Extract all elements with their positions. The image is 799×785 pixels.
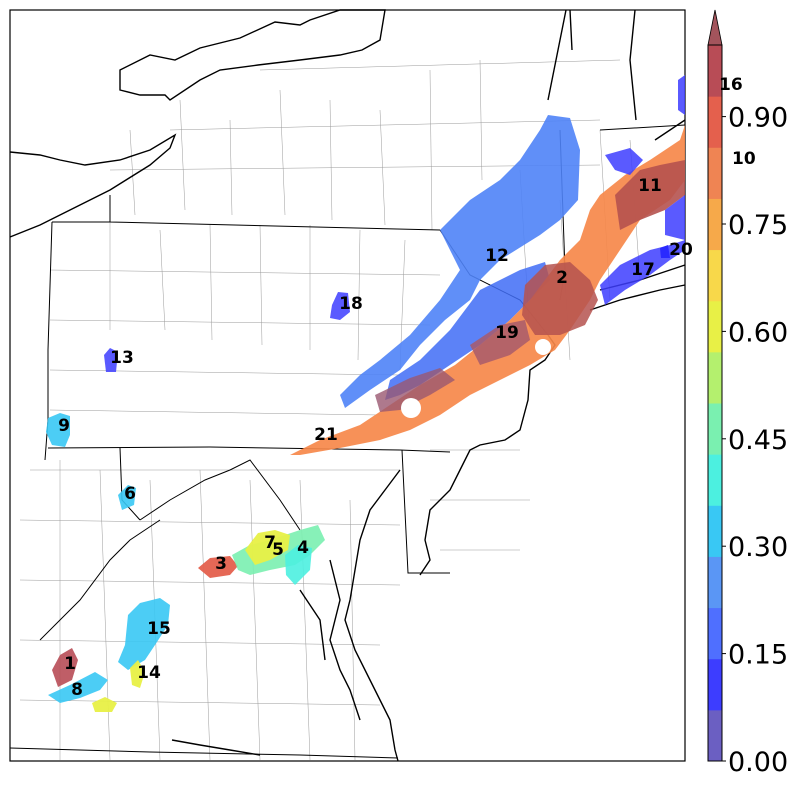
band-hole-1 [401, 398, 421, 418]
colorbar-segments [708, 45, 722, 762]
region-label-17: 17 [631, 260, 655, 280]
region-8-yellow [92, 697, 117, 712]
region-label-19: 19 [495, 323, 519, 343]
region-ne-edge-blue [678, 75, 685, 115]
colorbar-segment [708, 658, 722, 711]
colorbar-tick-label: 0.90 [728, 103, 788, 134]
region-13-area [104, 348, 118, 372]
region-11-blue [605, 148, 643, 175]
region-label-7: 7 [264, 533, 276, 553]
region-3-area [198, 556, 238, 578]
region-label-1: 1 [64, 654, 76, 674]
region-1-area [52, 648, 78, 687]
colorbar-tick-label: 0.15 [728, 640, 788, 671]
colorbar-segment [708, 96, 722, 148]
colorbar-segment [708, 556, 722, 609]
coastlines [9, 9, 686, 762]
region-9-area [46, 413, 70, 447]
region-11-area [615, 160, 685, 230]
region-12-strip [385, 262, 550, 400]
colorbar-segment [708, 198, 722, 251]
region-label-12: 12 [485, 246, 509, 266]
region-label-2: 2 [556, 268, 568, 288]
region-2-area [522, 262, 598, 335]
colorbar-tick-label: 0.00 [728, 747, 788, 778]
region-label-21: 21 [314, 425, 338, 445]
colorbar-ticks: 0.00 0.15 0.30 0.45 0.60 0.75 0.90 [722, 103, 788, 778]
region-12-area [340, 115, 580, 408]
region-19-area [470, 320, 530, 365]
band-hole-2 [535, 339, 551, 355]
region-21-dark [375, 368, 455, 412]
region-label-20: 20 [669, 240, 693, 260]
colorbar-segment [708, 709, 722, 762]
colorbar-extend-arrow [707, 9, 723, 46]
region-4-cyan [285, 545, 312, 585]
region-8-area [48, 672, 108, 703]
colorbar-segment [708, 351, 722, 404]
colorbar-label-10: 10 [732, 149, 756, 169]
region-label-8: 8 [71, 680, 83, 700]
region-label-14: 14 [137, 663, 161, 683]
region-7-yellow [245, 530, 290, 565]
region-label-18: 18 [339, 294, 363, 314]
region-label-6: 6 [124, 484, 136, 504]
region-label-11: 11 [638, 176, 662, 196]
map-frame [9, 9, 686, 762]
colorbar-segment [708, 607, 722, 660]
region-labels: 1 2 3 4 5 6 7 8 9 11 12 13 14 15 17 18 1… [58, 176, 693, 700]
region-14-area [130, 660, 145, 688]
region-label-15: 15 [147, 619, 171, 639]
colorbar-segment [708, 147, 722, 199]
probability-regions [46, 75, 685, 712]
region-18-area [330, 292, 350, 320]
colorbar-segment [708, 505, 722, 557]
region-label-3: 3 [215, 554, 227, 574]
colorbar-segment [708, 249, 722, 302]
colorbar-segment [708, 300, 722, 353]
region-20-blob [660, 245, 670, 258]
region-label-5: 5 [272, 540, 284, 560]
map-content [9, 9, 686, 762]
region-label-13: 13 [110, 348, 134, 368]
colorbar-label-16: 16 [719, 75, 743, 95]
colorbar-outline [707, 44, 723, 762]
region-15-area [118, 598, 170, 670]
region-20-area [665, 195, 685, 240]
colorbar: 0.00 0.15 0.30 0.45 0.60 0.75 0.90 16 10 [707, 9, 788, 778]
colorbar-segment [708, 45, 722, 97]
region-label-9: 9 [58, 416, 70, 436]
region-label-4: 4 [297, 538, 309, 558]
colorbar-tick-label: 0.30 [728, 532, 788, 563]
colorbar-segment [708, 403, 722, 455]
colorbar-tick-label: 0.75 [728, 210, 788, 241]
colorbar-tick-label: 0.60 [728, 317, 788, 348]
region-6-area [118, 485, 136, 510]
colorbar-tick-label: 0.45 [728, 425, 788, 456]
colorbar-segment [708, 454, 722, 506]
